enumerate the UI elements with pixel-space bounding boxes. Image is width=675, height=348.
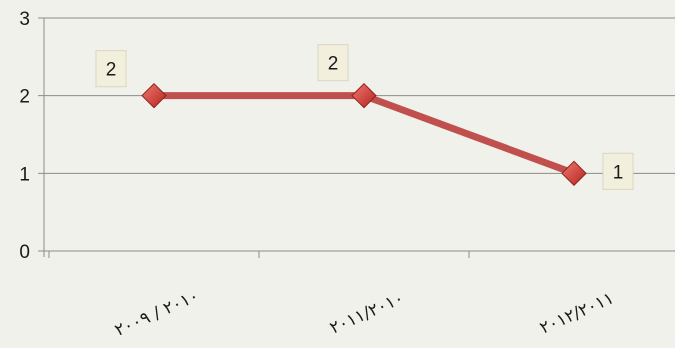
data-label-box-2 [602,152,634,190]
data-label-box-1 [317,44,349,82]
data-label-box-0 [95,50,127,88]
y-tick-label-1: 1 [19,164,30,185]
data-point-marker-0 [141,82,167,109]
data-label-1: 2 [328,54,339,75]
y-tick-label-3: 3 [19,9,30,30]
data-label-0: 2 [106,60,117,81]
x-category-label-1: ٢٠١١/٢٠١٠ [327,288,407,338]
data-point-marker-2 [561,160,587,187]
data-label-2: 1 [613,162,624,183]
x-category-label-0: ٢٠١٠ / ٢٠٠٩ [112,286,202,341]
data-point-marker-1 [351,82,377,109]
y-tick-label-2: 2 [19,87,30,108]
x-category-label-2: ٢٠١٢/٢٠١١ [537,288,617,338]
y-tick-label-0: 0 [19,242,30,263]
